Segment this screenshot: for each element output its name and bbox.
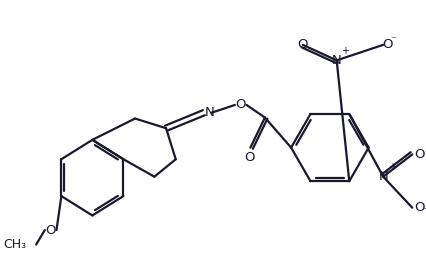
Text: +: +	[388, 162, 396, 172]
Text: O: O	[297, 38, 308, 51]
Text: +: +	[342, 46, 349, 56]
Text: O: O	[414, 148, 425, 161]
Text: O: O	[414, 201, 425, 214]
Text: ⁻: ⁻	[422, 207, 426, 217]
Text: CH₃: CH₃	[3, 238, 26, 251]
Text: O: O	[244, 150, 255, 164]
Text: O: O	[382, 38, 393, 51]
Text: N: N	[378, 170, 388, 183]
Text: N: N	[205, 106, 215, 119]
Text: N: N	[332, 54, 342, 67]
Text: O: O	[46, 224, 56, 237]
Text: ⁻: ⁻	[390, 35, 396, 45]
Text: O: O	[236, 99, 246, 112]
